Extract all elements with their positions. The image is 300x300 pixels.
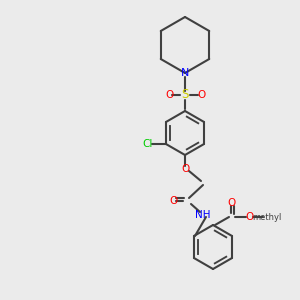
Text: O: O (165, 90, 173, 100)
Text: N: N (181, 68, 189, 78)
Text: O: O (197, 90, 205, 100)
Text: O: O (181, 164, 189, 174)
Text: O: O (245, 212, 253, 222)
Text: S: S (181, 88, 189, 101)
Text: Cl: Cl (143, 139, 153, 149)
Text: O: O (227, 198, 235, 208)
Text: NH: NH (195, 210, 211, 220)
Text: O: O (169, 196, 177, 206)
Text: methyl: methyl (252, 212, 282, 221)
